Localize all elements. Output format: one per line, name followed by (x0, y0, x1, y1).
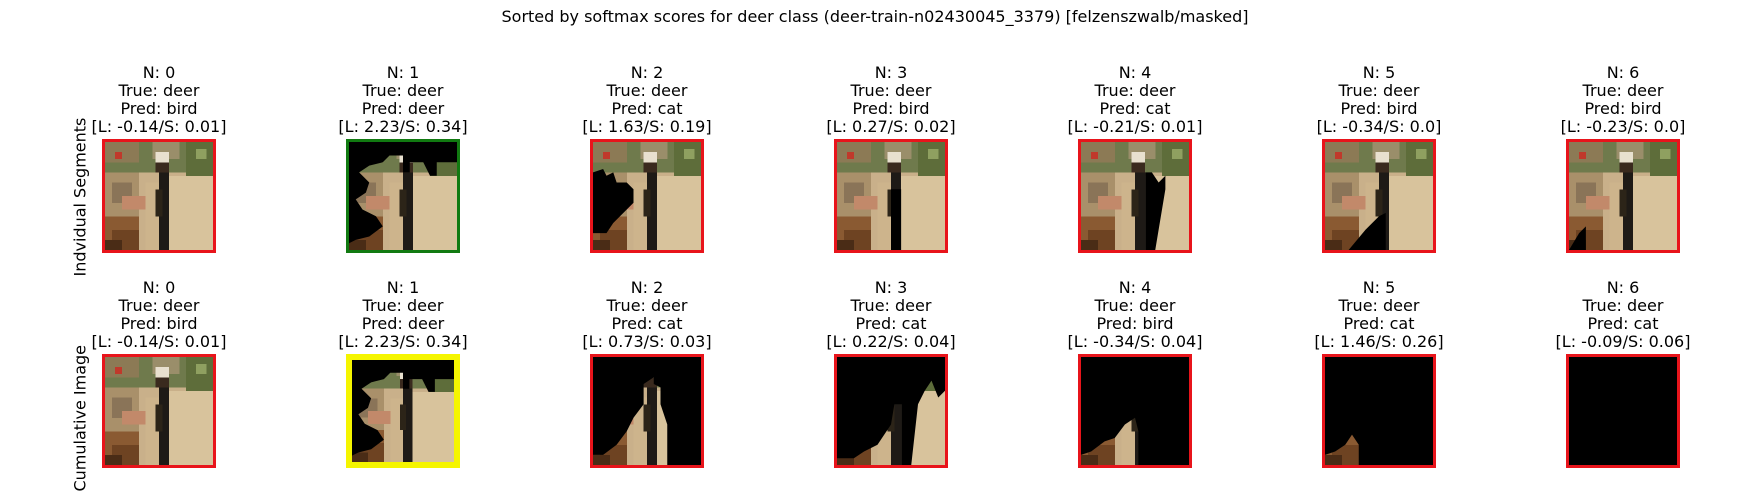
title-line-true: True: deer (1582, 81, 1664, 100)
title-line-pred: Pred: bird (852, 99, 930, 118)
title-line-pred: Pred: deer (361, 314, 445, 333)
title-line-ls: [L: -0.34/S: 0.04] (1067, 332, 1203, 351)
title-line-n: N: 2 (630, 278, 664, 297)
title-line-ls: [L: 0.27/S: 0.02] (826, 117, 956, 136)
title-line-true: True: deer (1094, 81, 1176, 100)
individual-thumbnail-5 (1322, 139, 1436, 253)
deer-image (105, 142, 213, 250)
title-line-ls: [L: 0.73/S: 0.03] (582, 332, 712, 351)
title-line-ls: [L: -0.09/S: 0.06] (1555, 332, 1691, 351)
title-line-ls: [L: -0.34/S: 0.0] (1316, 117, 1442, 136)
title-line-n: N: 2 (630, 63, 664, 82)
cumulative-cell-title-1: N: 1 True: deer Pred: deer [L: 2.23/S: 0.34… (283, 279, 523, 351)
title-line-true: True: deer (1094, 296, 1176, 315)
title-line-pred: Pred: bird (1340, 99, 1418, 118)
individual-thumbnail-6 (1566, 139, 1680, 253)
individual-thumbnail-4 (1078, 139, 1192, 253)
deer-image (1569, 357, 1677, 465)
cumulative-cell-title-3: N: 3 True: deer Pred: cat [L: 0.22/S: 0.04] (771, 279, 1011, 351)
cumulative-thumbnail-3 (834, 354, 948, 468)
individual-cell-title-5: N: 5 True: deer Pred: bird [L: -0.34/S: 0.0… (1259, 64, 1499, 136)
deer-image (352, 360, 454, 462)
deer-image (1081, 357, 1189, 465)
title-line-pred: Pred: cat (855, 314, 927, 333)
title-line-pred: Pred: cat (1587, 314, 1659, 333)
cumulative-thumbnail-4 (1078, 354, 1192, 468)
title-line-true: True: deer (362, 296, 444, 315)
title-line-n: N: 5 (1362, 63, 1396, 82)
individual-thumbnail-1 (346, 139, 460, 253)
title-line-true: True: deer (1338, 81, 1420, 100)
title-line-pred: Pred: bird (1584, 99, 1662, 118)
title-line-pred: Pred: cat (1343, 314, 1415, 333)
deer-image (837, 357, 945, 465)
deer-image (1081, 142, 1189, 250)
title-line-pred: Pred: cat (611, 314, 683, 333)
cumulative-cell-title-6: N: 6 True: deer Pred: cat [L: -0.09/S: 0.06… (1503, 279, 1743, 351)
title-line-ls: [L: 2.23/S: 0.34] (338, 332, 468, 351)
title-line-n: N: 6 (1606, 278, 1640, 297)
title-line-ls: [L: -0.14/S: 0.01] (91, 332, 227, 351)
title-line-n: N: 4 (1118, 278, 1152, 297)
title-line-n: N: 1 (386, 278, 420, 297)
title-line-n: N: 0 (142, 278, 176, 297)
title-line-true: True: deer (850, 81, 932, 100)
title-line-true: True: deer (118, 296, 200, 315)
individual-thumbnail-3 (834, 139, 948, 253)
individual-cell-title-6: N: 6 True: deer Pred: bird [L: -0.23/S: 0.0… (1503, 64, 1743, 136)
deer-image (593, 357, 701, 465)
title-line-n: N: 5 (1362, 278, 1396, 297)
individual-cell-title-4: N: 4 True: deer Pred: cat [L: -0.21/S: 0.01… (1015, 64, 1255, 136)
cumulative-thumbnail-6 (1566, 354, 1680, 468)
individual-cell-title-0: N: 0 True: deer Pred: bird [L: -0.14/S: 0.0… (39, 64, 279, 136)
deer-image (1569, 142, 1677, 250)
cumulative-thumbnail-0 (102, 354, 216, 468)
individual-cell-title-1: N: 1 True: deer Pred: deer [L: 2.23/S: 0.34… (283, 64, 523, 136)
title-line-n: N: 4 (1118, 63, 1152, 82)
title-line-ls: [L: -0.23/S: 0.0] (1560, 117, 1686, 136)
title-line-true: True: deer (362, 81, 444, 100)
cumulative-cell-title-5: N: 5 True: deer Pred: cat [L: 1.46/S: 0.26] (1259, 279, 1499, 351)
title-line-ls: [L: 1.63/S: 0.19] (582, 117, 712, 136)
title-line-ls: [L: 0.22/S: 0.04] (826, 332, 956, 351)
cumulative-thumbnail-5 (1322, 354, 1436, 468)
deer-image (1325, 142, 1433, 250)
title-line-pred: Pred: bird (120, 314, 198, 333)
deer-image (105, 357, 213, 465)
title-line-pred: Pred: bird (1096, 314, 1174, 333)
cumulative-cell-title-4: N: 4 True: deer Pred: bird [L: -0.34/S: 0.0… (1015, 279, 1255, 351)
deer-image (349, 142, 457, 250)
deer-image (593, 142, 701, 250)
title-line-pred: Pred: cat (611, 99, 683, 118)
title-line-true: True: deer (850, 296, 932, 315)
cumulative-cell-title-2: N: 2 True: deer Pred: cat [L: 0.73/S: 0.03] (527, 279, 767, 351)
title-line-ls: [L: 2.23/S: 0.34] (338, 117, 468, 136)
title-line-n: N: 3 (874, 278, 908, 297)
cumulative-thumbnail-2 (590, 354, 704, 468)
individual-thumbnail-0 (102, 139, 216, 253)
deer-image (837, 142, 945, 250)
title-line-true: True: deer (118, 81, 200, 100)
cumulative-thumbnail-1 (346, 354, 460, 468)
title-line-n: N: 1 (386, 63, 420, 82)
individual-cell-title-2: N: 2 True: deer Pred: cat [L: 1.63/S: 0.19] (527, 64, 767, 136)
title-line-true: True: deer (606, 81, 688, 100)
title-line-n: N: 3 (874, 63, 908, 82)
individual-cell-title-3: N: 3 True: deer Pred: bird [L: 0.27/S: 0.02… (771, 64, 1011, 136)
figure-title: Sorted by softmax scores for deer class … (501, 7, 1249, 26)
title-line-pred: Pred: bird (120, 99, 198, 118)
title-line-ls: [L: -0.14/S: 0.01] (91, 117, 227, 136)
title-line-pred: Pred: cat (1099, 99, 1171, 118)
title-line-ls: [L: -0.21/S: 0.01] (1067, 117, 1203, 136)
title-line-true: True: deer (1582, 296, 1664, 315)
cumulative-cell-title-0: N: 0 True: deer Pred: bird [L: -0.14/S: 0.0… (39, 279, 279, 351)
title-line-pred: Pred: deer (361, 99, 445, 118)
deer-image (1325, 357, 1433, 465)
title-line-ls: [L: 1.46/S: 0.26] (1314, 332, 1444, 351)
title-line-true: True: deer (606, 296, 688, 315)
individual-thumbnail-2 (590, 139, 704, 253)
title-line-n: N: 6 (1606, 63, 1640, 82)
title-line-n: N: 0 (142, 63, 176, 82)
title-line-true: True: deer (1338, 296, 1420, 315)
